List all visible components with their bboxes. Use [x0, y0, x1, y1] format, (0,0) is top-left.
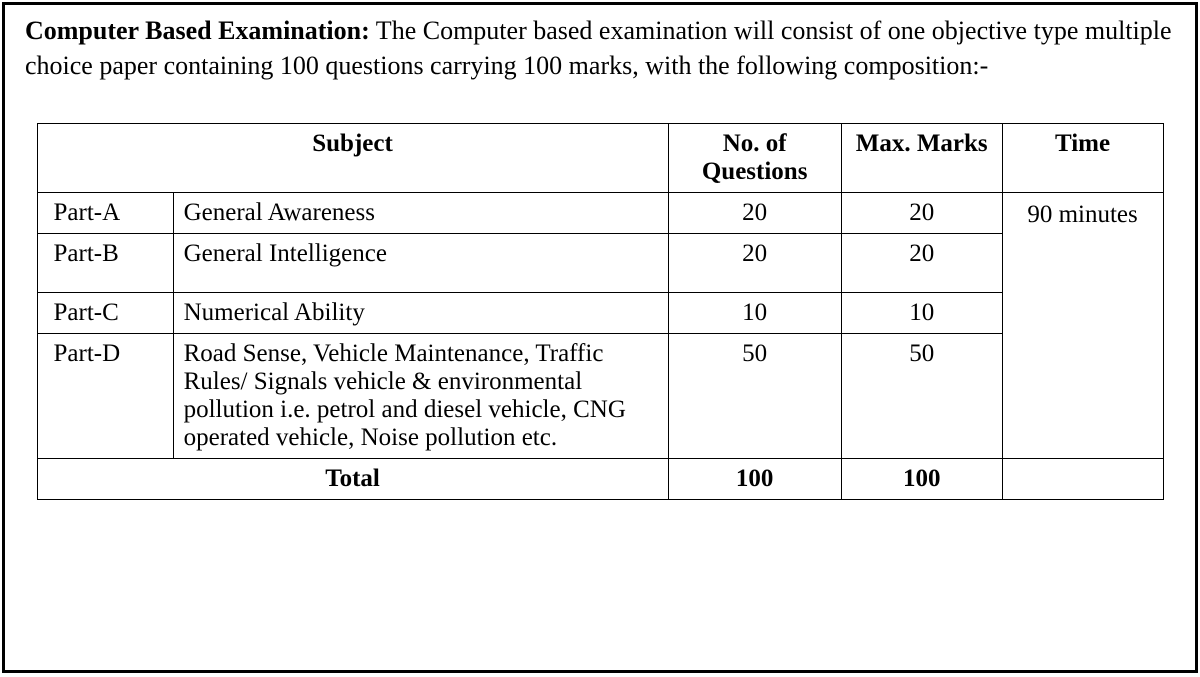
cell-marks: 10 — [841, 293, 1002, 334]
cell-total-label: Total — [37, 459, 668, 500]
exam-composition-table: Subject No. of Questions Max. Marks Time… — [37, 123, 1164, 500]
intro-paragraph: Computer Based Examination: The Computer… — [25, 13, 1175, 83]
cell-marks: 50 — [841, 334, 1002, 459]
cell-part: Part-C — [37, 293, 173, 334]
table-total-row: Total 100 100 — [37, 459, 1163, 500]
table-header-row: Subject No. of Questions Max. Marks Time — [37, 124, 1163, 193]
cell-subject: Numerical Ability — [173, 293, 668, 334]
cell-subject: Road Sense, Vehicle Maintenance, Traffic… — [173, 334, 668, 459]
table-row: Part-C Numerical Ability 10 10 — [37, 293, 1163, 334]
table-row: Part-D Road Sense, Vehicle Maintenance, … — [37, 334, 1163, 459]
document-frame: Computer Based Examination: The Computer… — [2, 2, 1198, 673]
cell-part: Part-D — [37, 334, 173, 459]
cell-total-questions: 100 — [668, 459, 841, 500]
cell-subject: General Awareness — [173, 193, 668, 234]
header-questions: No. of Questions — [668, 124, 841, 193]
intro-title: Computer Based Examination: — [25, 16, 370, 45]
cell-marks: 20 — [841, 234, 1002, 293]
cell-part: Part-B — [37, 234, 173, 293]
table-row: Part-B General Intelligence 20 20 — [37, 234, 1163, 293]
table-row: Part-A General Awareness 20 20 90 minute… — [37, 193, 1163, 234]
cell-subject: General Intelligence — [173, 234, 668, 293]
cell-questions: 20 — [668, 193, 841, 234]
header-subject: Subject — [37, 124, 668, 193]
cell-marks: 20 — [841, 193, 1002, 234]
cell-part: Part-A — [37, 193, 173, 234]
cell-time: 90 minutes — [1002, 193, 1163, 459]
header-time: Time — [1002, 124, 1163, 193]
cell-total-time-empty — [1002, 459, 1163, 500]
cell-questions: 50 — [668, 334, 841, 459]
header-marks: Max. Marks — [841, 124, 1002, 193]
cell-total-marks: 100 — [841, 459, 1002, 500]
cell-questions: 20 — [668, 234, 841, 293]
cell-questions: 10 — [668, 293, 841, 334]
